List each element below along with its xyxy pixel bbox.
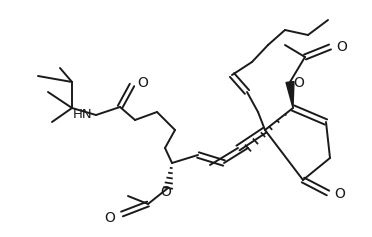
Polygon shape: [286, 82, 294, 108]
Text: O: O: [336, 40, 347, 54]
Text: O: O: [137, 76, 148, 90]
Text: O: O: [104, 211, 115, 225]
Text: HN: HN: [73, 108, 92, 120]
Text: O: O: [334, 187, 345, 201]
Text: O: O: [161, 185, 171, 199]
Text: O: O: [293, 76, 304, 90]
